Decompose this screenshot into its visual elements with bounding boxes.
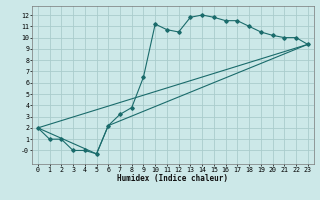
X-axis label: Humidex (Indice chaleur): Humidex (Indice chaleur) (117, 174, 228, 183)
